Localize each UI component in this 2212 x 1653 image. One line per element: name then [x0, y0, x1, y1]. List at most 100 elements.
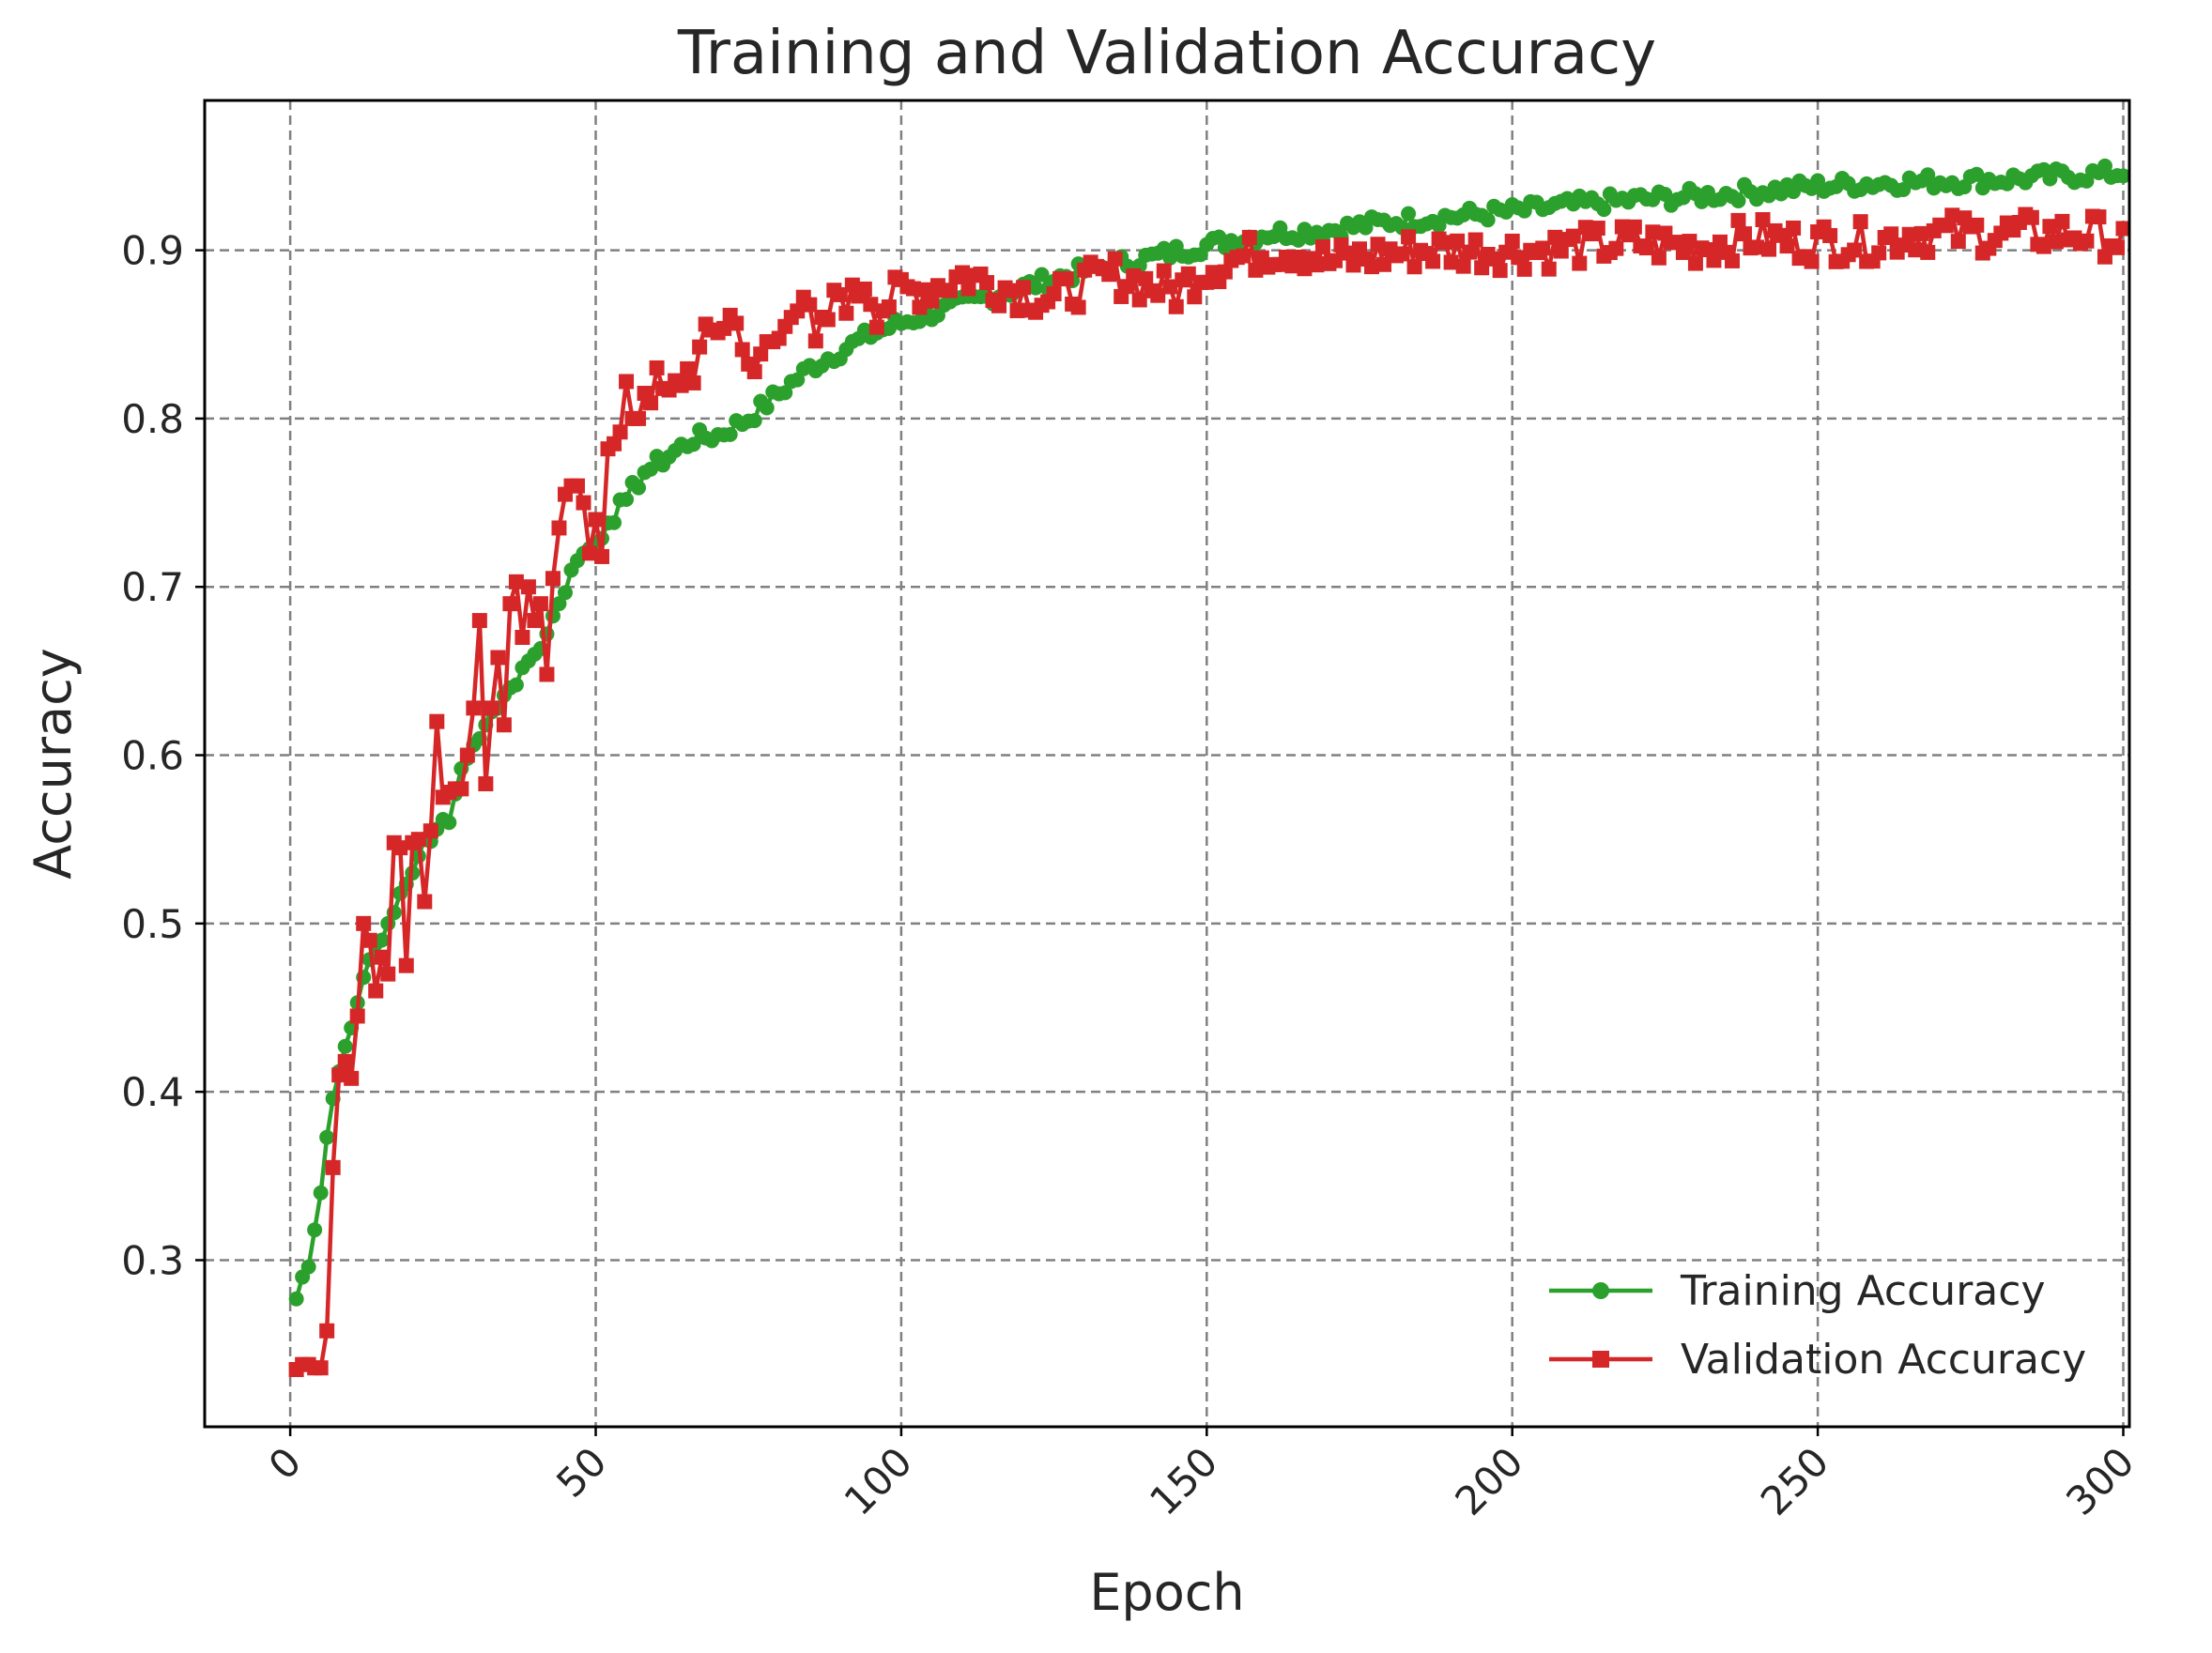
training-point — [508, 677, 524, 693]
validation-point — [1462, 244, 1478, 260]
validation-point — [1437, 235, 1453, 251]
validation-point — [1339, 245, 1355, 261]
validation-point — [649, 360, 665, 375]
x-tick-label: 250 — [1752, 1438, 1837, 1523]
validation-point — [643, 395, 659, 411]
validation-point — [1737, 226, 1752, 242]
validation-point — [832, 286, 848, 302]
validation-point — [380, 966, 396, 982]
validation-point — [588, 512, 604, 528]
validation-point — [1131, 292, 1147, 308]
validation-point — [1327, 253, 1343, 268]
series-layer — [288, 158, 2131, 1378]
y-tick-label: 0.3 — [121, 1237, 184, 1283]
validation-point — [368, 983, 384, 999]
validation-point — [1920, 244, 1936, 260]
validation-point — [582, 545, 597, 561]
x-tick-label: 150 — [1141, 1438, 1226, 1523]
validation-point — [545, 571, 561, 587]
validation-point — [417, 894, 433, 910]
validation-point — [1511, 250, 1527, 266]
validation-point — [1309, 257, 1325, 273]
y-axis-label: Accuracy — [23, 648, 83, 880]
validation-point — [502, 596, 518, 612]
validation-point — [1944, 207, 1960, 223]
validation-point — [1450, 233, 1466, 249]
validation-point — [1645, 224, 1661, 240]
validation-point — [607, 436, 622, 452]
training-point — [607, 514, 622, 530]
validation-point — [1755, 212, 1771, 228]
validation-point — [2115, 221, 2131, 237]
validation-point — [820, 312, 836, 328]
training-point — [1028, 280, 1044, 296]
training-point — [1480, 212, 1496, 228]
training-point — [746, 413, 762, 429]
validation-point — [912, 299, 928, 315]
training-point — [1657, 187, 1673, 203]
validation-point — [319, 1323, 335, 1339]
validation-point — [954, 265, 970, 281]
validation-point — [1786, 220, 1802, 236]
validation-point — [2042, 219, 2058, 235]
validation-point — [1138, 270, 1154, 286]
validation-point — [1070, 299, 1086, 315]
validation-point — [1822, 227, 1838, 243]
training-point — [685, 436, 701, 452]
validation-point — [1804, 253, 1820, 269]
x-tick-label: 0 — [260, 1438, 311, 1489]
validation-point — [1150, 287, 1166, 303]
validation-point — [734, 342, 750, 358]
validation-point — [1126, 268, 1142, 283]
validation-point — [960, 281, 976, 297]
training-point — [319, 1129, 335, 1145]
validation-point — [539, 666, 555, 682]
validation-point — [398, 957, 414, 973]
y-tick-label: 0.7 — [121, 564, 184, 610]
validation-point — [1156, 263, 1172, 279]
validation-point — [942, 283, 958, 298]
validation-point — [515, 630, 530, 646]
training-point — [643, 461, 659, 477]
validation-point — [374, 949, 390, 965]
validation-point — [2079, 233, 2095, 249]
validation-point — [1706, 253, 1722, 268]
training-point — [777, 385, 793, 401]
training-point — [1034, 267, 1050, 283]
validation-point — [1901, 226, 1917, 242]
training-point — [1896, 182, 1912, 198]
legend-training-label: Training Accuracy — [1680, 1267, 2045, 1315]
y-tick-label: 0.8 — [121, 396, 184, 442]
validation-point — [1180, 266, 1196, 282]
validation-point — [1638, 240, 1654, 256]
validation-point — [1425, 253, 1441, 269]
validation-point — [1314, 238, 1330, 254]
validation-point — [991, 298, 1007, 314]
validation-point — [1651, 250, 1667, 266]
y-tick-label: 0.5 — [121, 901, 184, 947]
validation-point — [1535, 240, 1551, 256]
validation-point — [856, 281, 872, 297]
validation-point — [527, 613, 543, 629]
validation-point — [2054, 213, 2070, 229]
validation-point — [459, 747, 475, 763]
validation-point — [868, 319, 884, 335]
validation-point — [1761, 241, 1777, 257]
validation-point — [1290, 249, 1306, 265]
validation-point — [2109, 239, 2125, 255]
tick-layer: 0 50 100 150 200 250 300 0.3 0.4 0.5 0.6 0.7 0.8 0.9 — [121, 228, 2143, 1524]
validation-point — [1730, 212, 1746, 228]
validation-point — [1168, 298, 1184, 314]
x-tick-label: 300 — [2057, 1438, 2143, 1523]
validation-point — [1376, 256, 1392, 272]
validation-point — [1046, 286, 1062, 302]
training-point — [551, 596, 567, 612]
training-point — [1596, 202, 1612, 218]
validation-point — [1370, 237, 1386, 253]
validation-point — [532, 596, 548, 612]
validation-point — [746, 364, 762, 380]
training-point — [300, 1259, 316, 1275]
validation-point — [1847, 242, 1863, 258]
validation-point — [1682, 234, 1697, 250]
validation-point — [422, 823, 438, 839]
